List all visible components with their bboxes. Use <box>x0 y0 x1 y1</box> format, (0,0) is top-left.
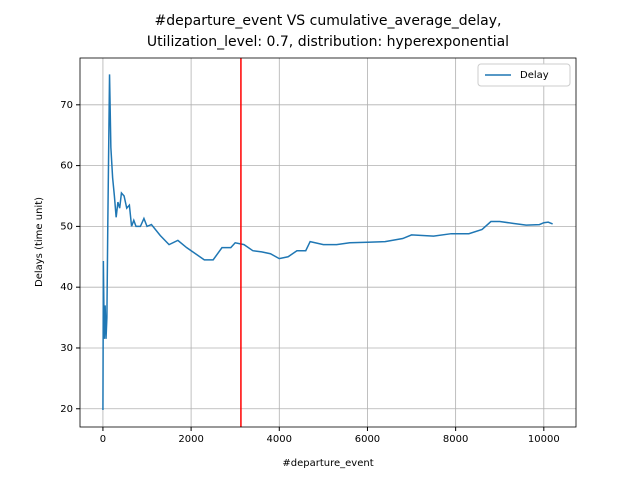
legend-box <box>477 63 571 87</box>
y-tick-label: 70 <box>60 100 73 111</box>
x-tick-label: 4000 <box>267 434 292 445</box>
x-axis-label: #departure_event <box>282 458 373 469</box>
data-line <box>102 74 553 410</box>
chart-title: Utilization_level: 0.7, distribution: hy… <box>147 34 509 50</box>
chart-title: #departure_event VS cumulative_average_d… <box>155 13 502 29</box>
legend-label: Delay <box>520 70 549 81</box>
y-tick-label: 40 <box>60 282 73 293</box>
y-tick-label: 60 <box>60 161 73 172</box>
x-tick-label: 8000 <box>443 434 468 445</box>
x-tick-label: 10000 <box>528 434 560 445</box>
y-tick-label: 30 <box>60 343 73 354</box>
plot-frame <box>79 57 577 428</box>
x-tick-label: 0 <box>100 434 106 445</box>
x-tick-label: 6000 <box>355 434 380 445</box>
y-tick-label: 20 <box>60 404 73 415</box>
y-axis-label: Delays (time unit) <box>34 197 45 287</box>
y-tick-label: 50 <box>60 221 73 232</box>
x-tick-label: 2000 <box>178 434 203 445</box>
